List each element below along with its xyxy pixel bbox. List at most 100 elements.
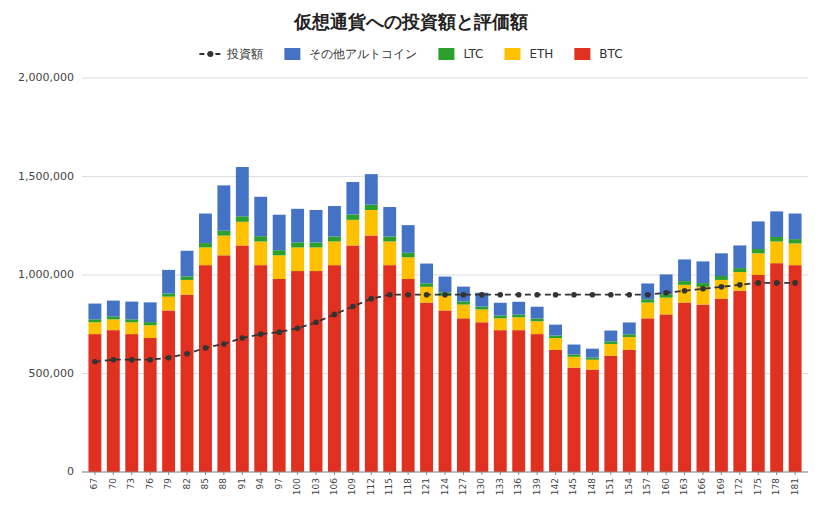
bar (457, 305, 470, 319)
grid-line (82, 176, 808, 177)
legend-item: 投資額 (199, 47, 263, 61)
bar (531, 334, 544, 472)
line-marker (645, 292, 651, 298)
x-tick (666, 472, 667, 475)
bar (346, 220, 359, 246)
x-tick-label: 97 (274, 478, 284, 489)
line-marker (682, 288, 688, 294)
line-marker (221, 341, 227, 347)
bar (752, 249, 765, 253)
bar (475, 322, 488, 472)
bar (549, 350, 562, 472)
line-marker (276, 329, 282, 335)
line-marker (571, 292, 577, 298)
bar (88, 322, 101, 334)
bar (715, 280, 728, 299)
x-tick-label: 151 (605, 478, 615, 495)
x-tick (555, 472, 556, 475)
bar (604, 341, 617, 344)
bar (383, 242, 396, 266)
bar (236, 167, 249, 216)
bar (181, 251, 194, 277)
x-tick (131, 472, 132, 475)
bar (770, 263, 783, 472)
line-marker (368, 296, 374, 302)
bar (752, 275, 765, 472)
bar (623, 334, 636, 337)
bar (328, 242, 341, 266)
x-tick (168, 472, 169, 475)
line-marker (92, 359, 98, 365)
bar (199, 265, 212, 472)
bar (549, 338, 562, 350)
x-tick-label: 169 (716, 478, 726, 495)
bar (586, 370, 599, 472)
bar (107, 316, 120, 319)
bar (365, 210, 378, 236)
bar-series (88, 236, 801, 472)
x-tick-label: 133 (495, 478, 505, 495)
y-tick-label: 0 (67, 465, 74, 478)
legend-label: 投資額 (226, 47, 263, 61)
x-tick-label: 127 (458, 478, 468, 495)
x-tick-label: 157 (642, 478, 652, 495)
x-tick-label: 76 (145, 478, 155, 490)
x-tick-label: 142 (550, 478, 560, 495)
line-marker (553, 292, 559, 298)
bar (494, 318, 507, 330)
bar (531, 307, 544, 319)
x-tick (389, 472, 390, 475)
line-marker (626, 292, 632, 298)
bar (181, 276, 194, 280)
bar (88, 334, 101, 472)
x-tick (776, 472, 777, 475)
x-tick (242, 472, 243, 475)
bar (236, 216, 249, 222)
bar (346, 245, 359, 472)
line (95, 283, 795, 362)
x-tick (463, 472, 464, 475)
line-marker (203, 345, 209, 351)
bar (770, 242, 783, 264)
bar (789, 239, 802, 243)
line-series (92, 280, 798, 364)
y-tick-label: 1,500,000 (18, 170, 74, 183)
x-tick-label: 139 (532, 478, 542, 495)
bar (604, 331, 617, 342)
bar (217, 255, 230, 472)
bar (88, 304, 101, 320)
x-tick-label: 154 (624, 478, 634, 495)
x-tick-label: 166 (697, 478, 707, 495)
bar (512, 330, 525, 472)
x-tick-label: 109 (347, 478, 357, 495)
bar (199, 247, 212, 265)
chart-container: 仮想通貨への投資額と評価額0500,0001,000,0001,500,0002… (0, 0, 822, 508)
bar (604, 344, 617, 356)
bar (107, 330, 120, 472)
bar (789, 265, 802, 472)
line-marker (111, 357, 117, 363)
bar (365, 236, 378, 472)
bar (660, 298, 673, 315)
bar (752, 221, 765, 249)
x-tick (629, 472, 630, 475)
line-marker (608, 292, 614, 298)
bar (310, 242, 323, 247)
bar (162, 310, 175, 472)
x-tick-label: 145 (568, 478, 578, 495)
line-marker (442, 292, 448, 298)
line-marker (332, 312, 338, 318)
x-tick-label: 91 (237, 478, 247, 489)
bar (199, 243, 212, 247)
bar (365, 174, 378, 205)
bar-series (88, 205, 801, 360)
bar (328, 206, 341, 237)
x-tick (408, 472, 409, 475)
line-marker (387, 292, 393, 298)
bar (770, 237, 783, 242)
grid-line (82, 78, 808, 79)
line-marker (774, 280, 780, 286)
bar (273, 250, 286, 255)
bar (512, 317, 525, 330)
bar (439, 296, 452, 311)
